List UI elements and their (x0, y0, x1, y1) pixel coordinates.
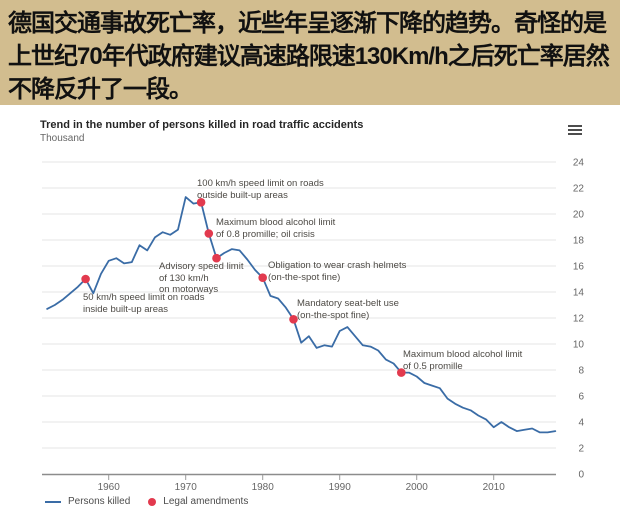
hamburger-menu-icon (568, 129, 582, 131)
y-axis-label: 8 (578, 366, 584, 377)
legend-label: Legal amendments (163, 496, 249, 507)
banner-text-line-3: 不降反升了一段。 (8, 76, 193, 103)
chart-subtitle-unit: Thousand (40, 133, 85, 144)
chart-context-menu-button[interactable] (568, 122, 586, 138)
annotation-label: Maximum blood alcohol limit of 0.5 promi… (403, 349, 523, 372)
y-axis-label: 24 (573, 158, 585, 169)
y-axis-label: 22 (573, 184, 585, 195)
persons-killed-line (46, 196, 557, 434)
banner-text-line-1: 德国交通事故死亡率，近些年呈逐渐下降的趋势。奇怪的是 (8, 10, 607, 37)
y-axis-label: 18 (573, 236, 585, 247)
y-axis-label: 16 (573, 262, 585, 273)
banner: 德国交通事故死亡率，近些年呈逐渐下降的趋势。奇怪的是 上世纪70年代政府建议高速… (0, 0, 620, 105)
hamburger-menu-icon (568, 125, 582, 127)
y-axis-label: 14 (573, 288, 585, 299)
x-axis-label: 1970 (175, 482, 198, 493)
x-axis-labels: 1960 1970 1980 1990 2000 2010 (98, 482, 506, 493)
legend-item-legal-amendments[interactable]: Legal amendments (148, 496, 248, 507)
x-axis-ticks (108, 475, 495, 480)
legend-label: Persons killed (68, 496, 131, 507)
line-swatch-icon (45, 500, 61, 503)
y-axis-label: 10 (573, 340, 585, 351)
y-gridlines (42, 161, 556, 449)
y-axis-label: 20 (573, 210, 585, 221)
y-axis-label: 12 (573, 314, 585, 325)
annotation-label: Maximum blood alcohol limit of 0.8 promi… (216, 217, 336, 240)
x-axis-label: 2010 (483, 482, 506, 493)
annotation-label: 100 km/h speed limit on roads outside bu… (197, 178, 324, 201)
chart-legend: Persons killed Legal amendments (45, 496, 248, 507)
x-axis-label: 2000 (406, 482, 429, 493)
legal-amendment-dot[interactable] (81, 274, 90, 284)
banner-text-line-2: 上世纪70年代政府建议高速路限速130Km/h之后死亡率居然 (8, 43, 610, 70)
legend-item-persons-killed[interactable]: Persons killed (45, 496, 130, 507)
hamburger-menu-icon (568, 133, 582, 135)
legal-amendment-dot[interactable] (196, 198, 206, 207)
annotation-label: Obligation to wear crash helmets (on-the… (268, 260, 407, 283)
legal-amendment-dot[interactable] (258, 273, 268, 283)
legal-amendment-dot[interactable] (397, 368, 406, 377)
chart-title: Trend in the number of persons killed in… (40, 119, 364, 131)
y-axis-label: 2 (578, 444, 584, 455)
legal-amendment-dot[interactable] (204, 229, 214, 238)
dot-swatch-icon (148, 497, 157, 506)
y-axis-label: 6 (578, 392, 584, 403)
x-axis-label: 1990 (329, 482, 352, 493)
annotation-label: Mandatory seat-belt use (on-the-spot fin… (297, 298, 399, 321)
y-axis-label: 4 (578, 418, 584, 429)
annotation-label: 50 km/h speed limit on roads inside buil… (83, 292, 205, 315)
legal-amendment-dot[interactable] (289, 315, 298, 324)
legal-amendment-dot[interactable] (212, 253, 221, 263)
x-axis-label: 1980 (252, 482, 275, 493)
y-axis-label: 0 (578, 470, 584, 481)
annotation-label: Advisory speed limit of 130 km/h on moto… (159, 261, 244, 295)
x-axis-label: 1960 (98, 482, 121, 493)
